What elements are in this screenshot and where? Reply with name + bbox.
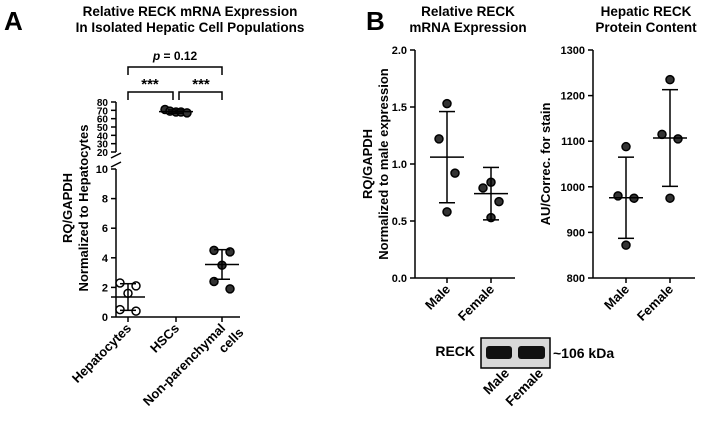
chart-b2-subtitle: Protein Content <box>595 20 697 35</box>
chart-a-p-value-label: p = 0.12 <box>152 49 198 63</box>
chart-a-y-tick-label: 40 <box>97 131 109 142</box>
chart-a-npc-point <box>225 284 235 294</box>
chart-b2-female-point <box>657 129 667 140</box>
chart-b2-y-tick-label: 800 <box>567 273 585 285</box>
chart-a-x-tick-label: Non-parenchymalcells <box>140 313 247 420</box>
chart-a-axis-break-mark <box>110 161 122 168</box>
chart-b1-y-tick-label: 2.0 <box>392 45 407 57</box>
chart-a-y-tick-label: 0 <box>102 312 108 324</box>
chart-b2-female-point <box>673 134 683 144</box>
chart-a-significance-bracket <box>127 91 174 100</box>
chart-b1-x-tick-label: Female <box>455 282 497 324</box>
chart-b2-y-tick-label: 1300 <box>561 45 585 57</box>
chart-b1-y-tick-label: 0.0 <box>392 273 407 285</box>
chart-a-axis-break-mark <box>110 152 122 159</box>
chart-b1-y-tick-label: 1.0 <box>392 159 407 171</box>
chart-b2-x-tick-label: Male <box>601 282 632 313</box>
blot-protein-label: RECK <box>435 343 475 359</box>
chart-a-y-tick-label: 10 <box>96 164 108 176</box>
chart-a-y-tick-label: 20 <box>97 148 109 159</box>
chart-a-significance-label: *** <box>141 76 159 93</box>
chart-panel-b1: Relative RECK mRNA Expression 0.0 0.5 1.0 1… <box>360 4 527 324</box>
chart-b2-y-tick-label: 1100 <box>561 136 585 148</box>
chart-panel-a: Relative RECK mRNA Expression In Isolate… <box>60 4 305 420</box>
chart-panel-b2: Hepatic RECK Protein Content 800 900 1000 1… <box>538 4 697 324</box>
chart-b1-male-point <box>450 168 460 178</box>
chart-b1-male-point <box>434 134 444 144</box>
chart-b1-y-label: RQ/GAPDHNormalized to male expression <box>360 68 391 260</box>
chart-b1-male-point <box>442 207 452 217</box>
chart-a-y-tick-label: 70 <box>97 106 109 117</box>
chart-a-title: Relative RECK mRNA Expression <box>83 4 298 19</box>
chart-b2-female-point <box>665 193 675 203</box>
chart-a-hscs-point <box>182 108 192 118</box>
chart-b2-female-point <box>665 74 675 85</box>
chart-b2-male-point <box>613 191 623 201</box>
chart-b2-y-tick-label: 900 <box>567 227 585 239</box>
chart-b1-female-point <box>494 196 504 207</box>
chart-a-y-tick-label: 8 <box>102 194 108 206</box>
chart-b1-y-tick-label: 0.5 <box>392 216 407 228</box>
chart-b1-subtitle: mRNA Expression <box>409 20 526 35</box>
chart-a-y-label: RQ/GAPDHNormalized to Hepatocytes <box>60 125 91 292</box>
chart-b1-male-point <box>442 98 452 109</box>
chart-b2-y-tick-label: 1000 <box>561 182 585 194</box>
panel-letter-a: A <box>4 6 23 36</box>
chart-a-y-tick-label: 6 <box>102 223 108 235</box>
blot-lane-female: Female <box>503 365 547 409</box>
chart-a-x-tick-label: Hepatocytes <box>69 321 134 386</box>
chart-b2-male-point <box>621 240 631 250</box>
chart-a-x-tick-label: HSCs <box>147 321 182 356</box>
chart-b2-x-tick-label: Female <box>634 282 676 324</box>
chart-b2-male-point <box>621 141 631 152</box>
western-blot: RECK ~106 kDa Male Female <box>435 337 614 409</box>
chart-b2-y-tick-label: 1200 <box>561 91 585 103</box>
chart-a-y-tick-label: 50 <box>97 123 109 134</box>
chart-a-y-tick-label: 2 <box>102 282 108 294</box>
blot-band-male <box>486 346 512 359</box>
chart-a-y-tick-label: 80 <box>97 98 109 109</box>
chart-a-y-tick-label: 60 <box>97 115 109 126</box>
chart-a-y-tick-label: 30 <box>97 140 109 151</box>
chart-b2-title: Hepatic RECK <box>601 4 692 19</box>
chart-b1-title: Relative RECK <box>421 4 515 19</box>
chart-a-significance-label: *** <box>192 76 210 93</box>
chart-b1-y-tick-label: 1.5 <box>392 102 407 114</box>
chart-b1-female-point <box>478 183 488 193</box>
chart-a-subtitle: In Isolated Hepatic Cell Populations <box>76 20 305 35</box>
chart-a-significance-bracket <box>178 91 223 100</box>
blot-size-label: ~106 kDa <box>553 345 614 361</box>
chart-b1-x-tick-label: Male <box>422 282 453 313</box>
chart-b2-y-label: AU/Correc. for stain <box>538 103 553 226</box>
chart-a-y-tick-label: 4 <box>102 253 109 265</box>
chart-a-significance-bracket <box>127 66 223 75</box>
panel-letter-b: B <box>366 6 385 36</box>
blot-band-female <box>518 346 545 359</box>
